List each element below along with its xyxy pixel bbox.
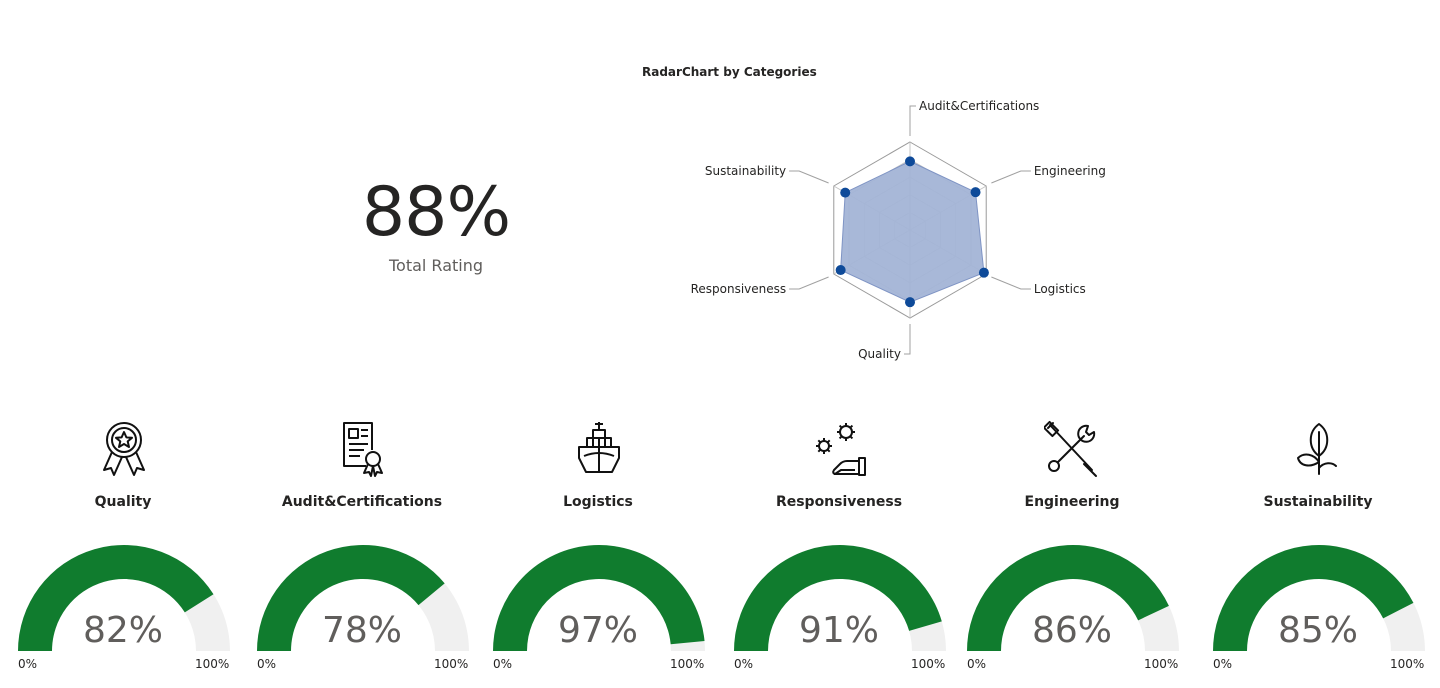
radar-leader-line — [789, 170, 829, 184]
gauge-min-label: 0% — [1213, 657, 1233, 671]
radar-leader-line — [904, 324, 911, 355]
gauge-fill-engineering — [967, 545, 1169, 651]
leaf-icon — [1297, 423, 1337, 475]
gauge-value-responsiveness: 91% — [798, 610, 879, 651]
gauge-max-label: 100% — [670, 657, 705, 671]
radar-leader-line — [991, 170, 1031, 184]
category-label-sustainability: Sustainability — [1263, 494, 1373, 510]
total-rating-card: 88% Total Rating — [326, 170, 546, 276]
radar-axis-labels: Audit&Certifications Engineering Logistics… — [691, 99, 1106, 361]
gauge-value-quality: 82% — [82, 610, 163, 651]
category-label-quality: Quality — [94, 494, 152, 510]
radar-point-responsiveness — [835, 265, 846, 276]
radar-axis-label-sustainability: Sustainability — [705, 164, 786, 178]
total-rating-label: Total Rating — [388, 256, 484, 275]
gauge-max-label: 100% — [434, 657, 469, 671]
radar-point-quality — [905, 297, 915, 308]
radar-leader-line — [789, 276, 829, 290]
gauge-max-label: 100% — [195, 657, 230, 671]
category-label-logistics: Logistics — [563, 494, 633, 510]
gauge-value-logistics: 97% — [557, 610, 638, 651]
gauge-quality — [18, 545, 230, 651]
gauge-fill-responsiveness — [734, 544, 942, 651]
radar-axis-label-audit-certifications: Audit&Certifications — [919, 99, 1039, 113]
radar-axis-label-engineering: Engineering — [1034, 164, 1106, 178]
tools-icon — [1044, 420, 1097, 477]
radar-chart-title: RadarChart by Categories — [642, 65, 817, 79]
gauge-fill-quality — [18, 545, 214, 651]
gauge-fill-logistics — [493, 544, 705, 651]
radar-point-audit-certifications — [905, 156, 915, 167]
gauge-value-sustainability: 85% — [1277, 610, 1358, 651]
gauge-max-label: 100% — [911, 657, 946, 671]
category-label-responsiveness: Responsiveness — [775, 494, 903, 510]
radar-leader-line — [909, 105, 916, 136]
radar-axis-label-responsiveness: Responsiveness — [691, 282, 787, 296]
gauge-min-label: 0% — [257, 657, 277, 671]
category-label-audit-certifications: Audit&Certifications — [281, 494, 443, 510]
gauge-fill-sustainability — [1213, 545, 1414, 651]
radar-point-sustainability — [840, 187, 851, 198]
radar-point-engineering — [970, 187, 981, 198]
gauge-responsiveness — [734, 544, 946, 651]
radar-series-area — [840, 160, 985, 303]
radar-leader-line — [991, 276, 1031, 290]
gauge-max-label: 100% — [1390, 657, 1425, 671]
radar-chart: RadarChart by Categories Audit&Certifica… — [642, 65, 1106, 361]
certificate-icon — [343, 422, 383, 477]
gauge-min-label: 0% — [18, 657, 38, 671]
gauge-min-label: 0% — [493, 657, 513, 671]
cargo-ship-icon — [578, 422, 620, 473]
category-label-engineering: Engineering — [1024, 494, 1120, 510]
total-rating-value: 88% — [361, 173, 511, 252]
gauge-value-engineering: 86% — [1031, 610, 1112, 651]
radar-axis-label-quality: Quality — [858, 347, 901, 361]
gauge-min-label: 0% — [967, 657, 987, 671]
gauge-value-audit-certifications: 78% — [321, 610, 402, 651]
gauge-sustainability — [1213, 545, 1425, 651]
gears-hand-icon — [816, 423, 866, 476]
radar-point-logistics — [978, 267, 989, 278]
gauge-logistics — [493, 544, 705, 651]
gauge-fill-audit-certifications — [257, 545, 445, 651]
gauge-min-label: 0% — [734, 657, 754, 671]
award-ribbon-icon — [103, 422, 145, 476]
gauge-audit-certifications — [257, 545, 469, 651]
radar-axis-label-logistics: Logistics — [1034, 282, 1086, 296]
gauge-max-label: 100% — [1144, 657, 1179, 671]
radar-area — [835, 156, 989, 308]
gauge-engineering — [967, 545, 1179, 651]
